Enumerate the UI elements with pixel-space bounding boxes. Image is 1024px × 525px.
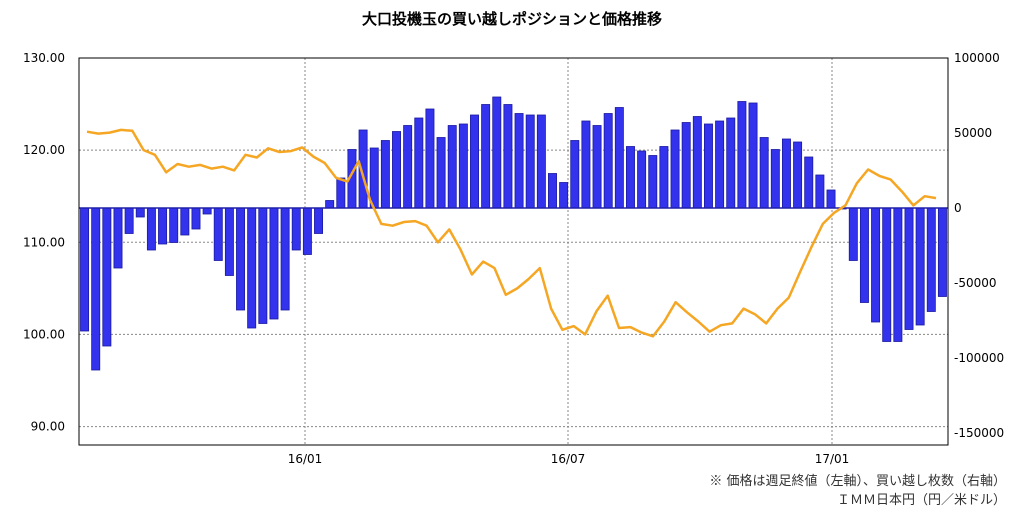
x-tick-label: 16/01 [288, 452, 323, 466]
right-tick-label: -50000 [954, 276, 997, 290]
right-axis-ticks: 100000 50000 0 -50000 -100000 -150000 [954, 51, 1004, 440]
right-tick-label: 50000 [954, 126, 992, 140]
series-note: ＩＭＭ日本円（円／米ドル） [837, 489, 1006, 508]
position-bar [927, 208, 935, 312]
position-bar [337, 178, 345, 208]
position-bar [326, 201, 334, 209]
x-tick-label: 16/07 [551, 452, 586, 466]
position-bar [749, 103, 757, 208]
position-bar [470, 115, 478, 208]
position-bar [259, 208, 267, 324]
position-bar [938, 208, 946, 297]
position-bar [626, 147, 634, 209]
position-bar [92, 208, 100, 370]
right-tick-label: -100000 [954, 351, 1004, 365]
grid [79, 58, 948, 445]
position-bar [192, 208, 200, 229]
left-axis-ticks: 130.00 120.00 110.00 100.00 90.00 [23, 51, 65, 434]
position-bar [894, 208, 902, 342]
position-bar [760, 138, 768, 209]
bars-group [81, 97, 947, 370]
left-tick-label: 100.00 [23, 327, 65, 341]
plot-border [79, 58, 948, 445]
position-bar [905, 208, 913, 330]
position-bar [604, 114, 612, 209]
position-bar [415, 118, 423, 208]
position-bar [125, 208, 133, 234]
position-bar [771, 150, 779, 209]
position-bar [727, 118, 735, 208]
position-bar [236, 208, 244, 310]
position-bar [214, 208, 222, 261]
axis-note: ※ 価格は週足終値（左軸）、買い越し枚数（右軸） [709, 470, 1006, 489]
position-bar [303, 208, 311, 255]
position-bar [526, 115, 534, 208]
x-axis-ticks: 16/01 16/07 17/01 [288, 452, 850, 466]
position-bar [849, 208, 857, 261]
position-bar [203, 208, 211, 214]
position-bar [404, 126, 412, 209]
position-bar [615, 108, 623, 209]
position-bar [437, 138, 445, 209]
left-tick-label: 120.00 [23, 143, 65, 157]
position-bar [225, 208, 233, 276]
position-bar [248, 208, 256, 328]
position-bar [136, 208, 144, 217]
position-bar [916, 208, 924, 325]
left-tick-label: 130.00 [23, 51, 65, 65]
position-bar [716, 121, 724, 208]
position-bar [392, 132, 400, 209]
position-bar [292, 208, 300, 250]
position-bar [270, 208, 278, 319]
position-bar [158, 208, 166, 244]
position-bar [482, 105, 490, 209]
position-bar [459, 124, 467, 208]
position-bar [515, 114, 523, 209]
position-bar [794, 142, 802, 208]
position-bar [381, 141, 389, 209]
position-bar [281, 208, 289, 310]
position-bar [671, 130, 679, 208]
position-bar [872, 208, 880, 322]
position-bar [370, 148, 378, 208]
left-tick-label: 110.00 [23, 235, 65, 249]
position-bar [860, 208, 868, 303]
position-bar [571, 141, 579, 209]
position-bar [560, 183, 568, 209]
position-bar [81, 208, 89, 331]
right-tick-label: 0 [954, 201, 962, 215]
position-bar [504, 105, 512, 209]
position-bar [738, 102, 746, 209]
position-bar [782, 139, 790, 208]
position-bar [883, 208, 891, 342]
position-bar [638, 151, 646, 208]
position-bar [693, 117, 701, 209]
position-bar [816, 175, 824, 208]
position-bar [537, 115, 545, 208]
position-bar [426, 109, 434, 208]
right-tick-label: -150000 [954, 426, 1004, 440]
position-bar [704, 124, 712, 208]
position-bar [493, 97, 501, 208]
position-bar [170, 208, 178, 243]
position-bar [582, 121, 590, 208]
position-bar [181, 208, 189, 235]
position-bar [147, 208, 155, 250]
left-tick-label: 90.00 [31, 420, 65, 434]
position-bar [314, 208, 322, 234]
position-bar [114, 208, 122, 268]
position-bar [103, 208, 111, 346]
position-bar [660, 147, 668, 209]
position-bar [805, 157, 813, 208]
position-bar [682, 123, 690, 209]
position-bar [593, 126, 601, 209]
position-bar [649, 156, 657, 209]
x-tick-label: 17/01 [815, 452, 850, 466]
right-tick-label: 100000 [954, 51, 1000, 65]
position-bar [448, 126, 456, 209]
position-bar [548, 174, 556, 209]
position-bar [827, 190, 835, 208]
